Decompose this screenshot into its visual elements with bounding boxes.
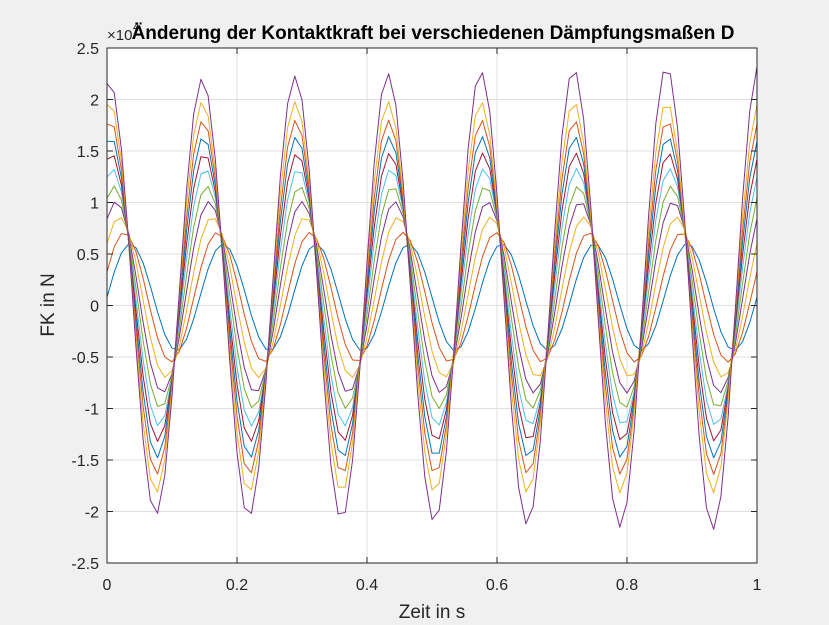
y-axis-label: FK in N	[38, 273, 59, 336]
y-tick-label: -1.5	[71, 453, 99, 470]
x-tick-label: 0	[103, 577, 112, 594]
y-tick-label: -1	[85, 402, 99, 419]
y-tick-label: 0.5	[77, 247, 99, 264]
series-line-1	[106, 243, 758, 352]
x-tick-label: 0.8	[616, 577, 638, 594]
y-exponent-power: 4	[133, 20, 140, 34]
x-tick-label: 0.2	[226, 577, 248, 594]
y-exponent-label: ×10	[107, 27, 132, 44]
y-tick-label: 2	[90, 93, 99, 110]
series-line-11	[106, 66, 758, 530]
series-line-7	[106, 152, 758, 442]
series-line-4	[106, 200, 758, 394]
series-line-3	[106, 216, 758, 379]
y-tick-label: 2.5	[77, 41, 99, 58]
series-line-6	[106, 168, 758, 427]
x-tick-label: 0.4	[356, 577, 378, 594]
y-tick-label: -0.5	[71, 350, 99, 367]
y-tick-label: 0	[90, 299, 99, 316]
y-tick-label: 1.5	[77, 144, 99, 161]
axis-ticks: 0 0.2 0.4 0.6 0.8 1 -2.5 -2 -1.5 -1 -0.5 0 0.5 1 1.5 2 2…	[71, 41, 761, 594]
series-line-9	[106, 119, 758, 475]
y-tick-label: -2	[85, 505, 99, 522]
series-line-5	[106, 185, 758, 409]
series-line-8	[107, 136, 758, 459]
series-line-10	[106, 101, 758, 494]
y-tick-label: -2.5	[71, 556, 99, 573]
grid-lines	[106, 47, 758, 564]
x-tick-label: 0.6	[486, 577, 508, 594]
series-line-2	[106, 231, 758, 363]
x-axis-label: Zeit in s	[399, 602, 466, 623]
x-tick-label: 1	[753, 577, 762, 594]
series-lines	[106, 66, 758, 530]
chart-title: Änderung der Kontaktkraft bei verschiede…	[132, 23, 735, 44]
y-tick-label: 1	[90, 196, 99, 213]
